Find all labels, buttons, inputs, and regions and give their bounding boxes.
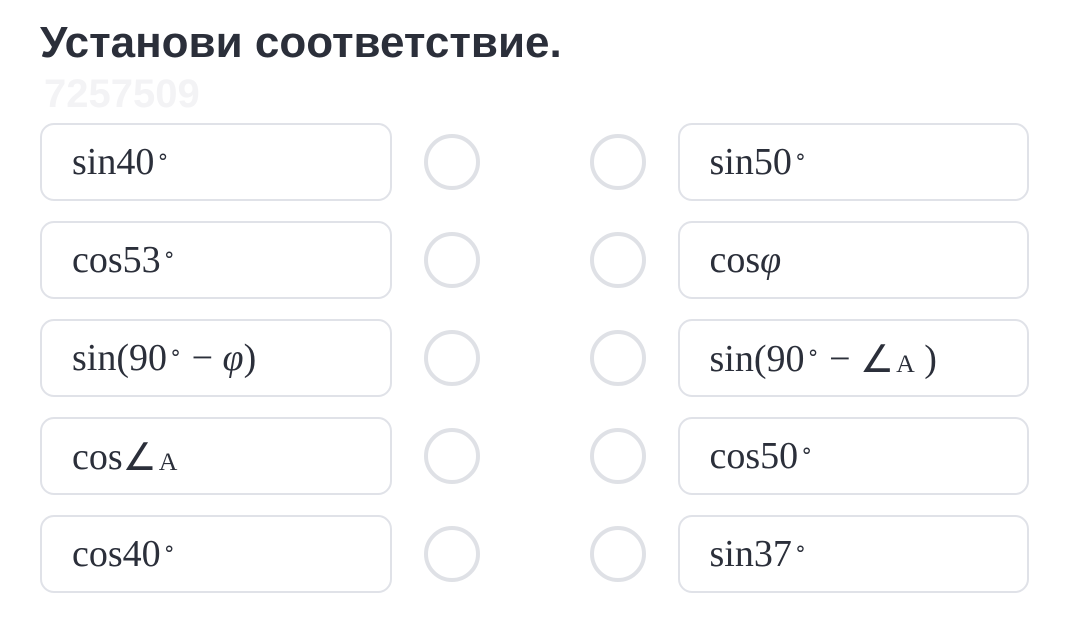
- left-expression: sin(90∘ − φ): [72, 336, 256, 380]
- left-expression: cos40∘: [72, 532, 176, 576]
- watermark-text: 7257509: [44, 72, 1029, 117]
- match-row: sin(90∘ − φ) sin(90∘ − ∠A ): [40, 319, 1029, 397]
- right-connector-dot[interactable]: [590, 232, 646, 288]
- match-row: cos53∘ cosφ: [40, 221, 1029, 299]
- right-expression: sin(90∘ − ∠A ): [710, 336, 937, 381]
- left-connector-dot[interactable]: [424, 330, 480, 386]
- right-card[interactable]: sin(90∘ − ∠A ): [678, 319, 1030, 397]
- left-connector-dot[interactable]: [424, 428, 480, 484]
- left-card[interactable]: sin(90∘ − φ): [40, 319, 392, 397]
- match-row: cos∠A cos50∘: [40, 417, 1029, 495]
- left-connector-dot[interactable]: [424, 526, 480, 582]
- right-connector-dot[interactable]: [590, 428, 646, 484]
- right-expression: cosφ: [710, 238, 782, 282]
- right-card[interactable]: sin37∘: [678, 515, 1030, 593]
- right-expression: sin37∘: [710, 532, 807, 576]
- right-card[interactable]: sin50∘: [678, 123, 1030, 201]
- exercise-title: Установи соответствие.: [40, 18, 1029, 68]
- left-card[interactable]: sin40∘: [40, 123, 392, 201]
- right-expression: cos50∘: [710, 434, 814, 478]
- left-card[interactable]: cos∠A: [40, 417, 392, 495]
- match-row: sin40∘ sin50∘: [40, 123, 1029, 201]
- match-rows: sin40∘sin50∘cos53∘cosφsin(90∘ − φ)sin(90…: [40, 123, 1029, 593]
- left-expression: sin40∘: [72, 140, 169, 184]
- exercise-container: Установи соответствие. 7257509 sin40∘sin…: [0, 0, 1069, 593]
- left-connector-dot[interactable]: [424, 134, 480, 190]
- right-card[interactable]: cosφ: [678, 221, 1030, 299]
- match-row: cos40∘ sin37∘: [40, 515, 1029, 593]
- right-card[interactable]: cos50∘: [678, 417, 1030, 495]
- left-connector-dot[interactable]: [424, 232, 480, 288]
- left-card[interactable]: cos53∘: [40, 221, 392, 299]
- right-connector-dot[interactable]: [590, 330, 646, 386]
- left-expression: cos∠A: [72, 434, 177, 479]
- left-card[interactable]: cos40∘: [40, 515, 392, 593]
- left-expression: cos53∘: [72, 238, 176, 282]
- right-connector-dot[interactable]: [590, 134, 646, 190]
- right-expression: sin50∘: [710, 140, 807, 184]
- right-connector-dot[interactable]: [590, 526, 646, 582]
